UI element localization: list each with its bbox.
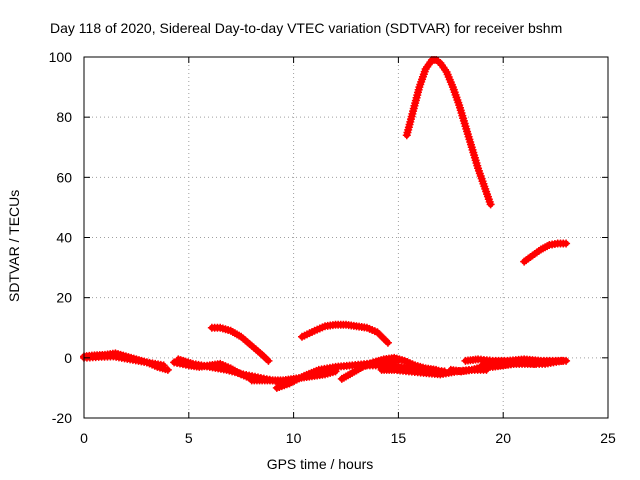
data-point-marker [264,356,273,365]
data-point-marker [440,367,449,376]
y-tick-label: 60 [56,169,72,185]
axis-ticks: 0 5 10 15 20 25 -20 0 20 40 60 80 100 [49,49,616,446]
series-track-12 [402,56,495,209]
data-point-marker [159,361,168,370]
y-tick-label: 80 [56,109,72,125]
y-tick-label: 0 [64,350,72,366]
y-tick-label: 100 [49,49,73,65]
data-point-marker [557,356,566,365]
x-axis-label: GPS time / hours [266,456,374,472]
data-series [80,56,571,392]
x-tick-label: 0 [80,430,88,446]
x-tick-label: 25 [600,430,616,446]
x-tick-label: 10 [286,430,302,446]
series-track-8 [297,320,392,347]
x-tick-label: 5 [185,430,193,446]
series-track-16 [520,239,571,266]
y-tick-label: -20 [52,410,72,426]
data-point-marker [486,200,495,209]
series-track-2 [80,352,168,370]
y-tick-label: 20 [56,290,72,306]
x-tick-label: 20 [495,430,511,446]
data-point-marker [383,338,392,347]
series-track-11 [362,361,449,376]
y-tick-label: 40 [56,230,72,246]
chart-title: Day 118 of 2020, Sidereal Day-to-day VTE… [50,20,563,36]
series-track-15 [478,356,566,370]
data-point-marker [562,239,571,248]
data-point-marker [163,365,172,374]
x-tick-label: 15 [391,430,407,446]
series-track-5 [207,323,273,365]
